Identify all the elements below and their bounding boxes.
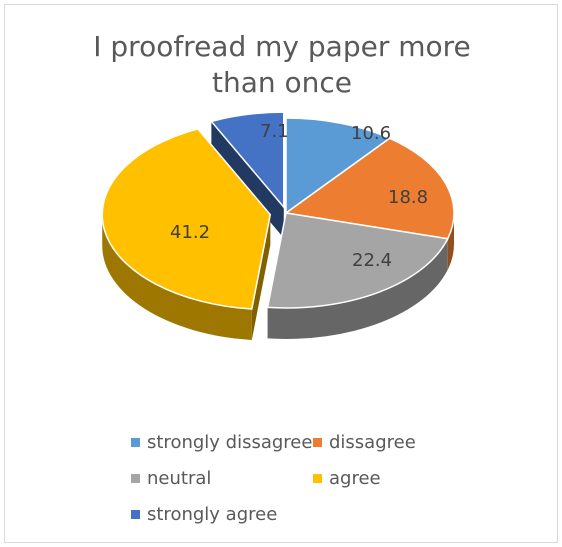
- legend-item-strongly-dissagree: strongly dissagree: [131, 429, 313, 455]
- data-label-strongly-dissagree: 10.6: [351, 123, 391, 144]
- pie-slice-neutral: [266, 212, 449, 309]
- legend-label: agree: [329, 467, 381, 489]
- legend-swatch: [131, 437, 140, 447]
- legend-swatch: [131, 509, 140, 519]
- legend-label: dissagree: [329, 431, 416, 453]
- legend-label: strongly dissagree: [147, 431, 313, 453]
- chart-legend: strongly dissagree dissagree neutral agree s…: [131, 429, 531, 527]
- pie-slice-dissagree: [284, 137, 455, 240]
- pie-chart: 10.6 18.8 22.4 41.2 7.1: [101, 111, 455, 341]
- data-label-agree: 41.2: [170, 222, 210, 243]
- pie-slice-strongly-agree: [210, 111, 285, 210]
- chart-frame: I proofread my paper more than once 10.6…: [4, 4, 558, 543]
- chart-title: I proofread my paper more than once: [93, 30, 471, 99]
- data-label-neutral: 22.4: [352, 250, 392, 271]
- pie-cut-face-agree-0: [251, 214, 271, 341]
- pie-slices: [101, 111, 455, 310]
- data-label-dissagree: 18.8: [388, 187, 428, 208]
- legend-swatch: [313, 437, 322, 447]
- legend-item-dissagree: dissagree: [313, 429, 513, 455]
- legend-swatch: [313, 473, 322, 483]
- legend-label: strongly agree: [147, 503, 278, 525]
- pie-side-neutral: [267, 238, 448, 339]
- legend-label: neutral: [147, 467, 212, 489]
- pie-slice-agree: [101, 128, 272, 310]
- legend-item-agree: agree: [313, 465, 513, 491]
- data-label-strongly-agree: 7.1: [260, 121, 289, 142]
- legend-item-strongly-agree: strongly agree: [131, 501, 313, 527]
- legend-item-neutral: neutral: [131, 465, 313, 491]
- pie-data-labels: 10.6 18.8 22.4 41.2 7.1: [170, 121, 428, 271]
- pie-side-agree: [102, 214, 252, 341]
- legend-swatch: [131, 473, 140, 483]
- pie-slice-strongly-dissagree: [285, 117, 392, 215]
